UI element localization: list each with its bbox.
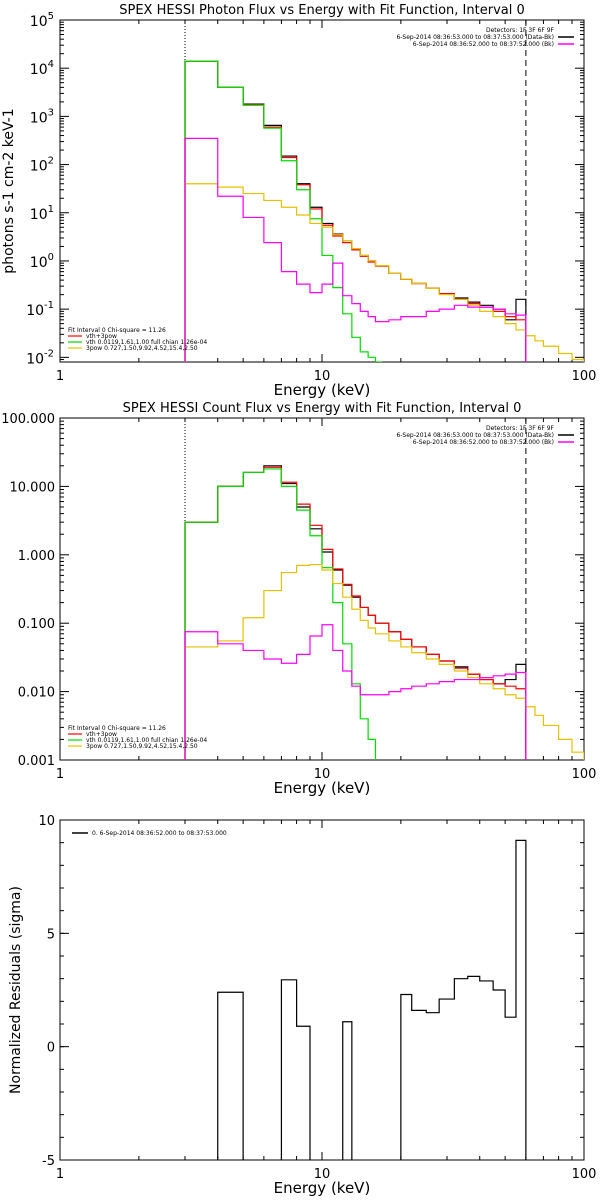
- series-line-3: [184, 563, 584, 760]
- y-tick-exponent: -1: [44, 300, 54, 311]
- y-tick-label: 10-2: [26, 348, 54, 367]
- legend-item: vth 0.0119,1.61,1.00 full chian 1.26e-04: [86, 737, 207, 744]
- legend-header: Detectors: 1F 3F 6F 9F: [486, 425, 555, 432]
- legend-item: vth 0.0119,1.61,1.00 full chian 1.26e-04: [86, 339, 207, 346]
- series-line-0: [184, 465, 527, 760]
- x-tick-label: 100: [572, 1167, 597, 1182]
- y-tick-exponent: 2: [48, 156, 54, 167]
- legend-item: 6-Sep-2014 08:36:52.000 to 08:37:52.000 …: [413, 439, 554, 446]
- y-tick-label: 0.010: [18, 686, 55, 701]
- legend-header: Fit Interval 0 Chi-square = 11.26: [68, 725, 166, 732]
- legend-item: 6-Sep-2014 08:36:53.000 to 08:37:53.000 …: [396, 432, 554, 439]
- x-tick-label: 1: [56, 369, 64, 384]
- y-tick-base: 10: [30, 207, 48, 223]
- y-tick-base: 10: [30, 255, 48, 271]
- series-line-4: [184, 624, 527, 760]
- legend-item: 3pow 0.727,1.50,9.92,4.52,15.4,2.50: [86, 743, 198, 750]
- y-tick-label: 10-1: [26, 300, 54, 319]
- y-tick-base: 10: [26, 303, 44, 319]
- y-tick-label: 103: [30, 107, 54, 126]
- y-tick-exponent: 4: [48, 59, 54, 70]
- x-tick-label: 10: [314, 767, 331, 782]
- legend-header: Detectors: 1F 3F 6F 9F: [486, 27, 555, 34]
- y-tick-exponent: -2: [44, 348, 54, 359]
- y-tick-label: 100.000: [1, 412, 55, 427]
- x-axis-label: Energy (keV): [274, 1179, 371, 1197]
- x-tick-label: 1: [56, 1167, 64, 1182]
- series-group: [184, 465, 584, 760]
- series-line-2: [184, 60, 383, 362]
- series-line-2: [184, 468, 383, 760]
- y-tick-label: 0: [47, 1041, 55, 1056]
- y-tick-base: 10: [30, 159, 48, 175]
- chart-title: SPEX HESSI Photon Flux vs Energy with Fi…: [119, 3, 525, 18]
- series-line-0: [184, 839, 527, 1160]
- y-tick-label: 10.000: [10, 480, 56, 495]
- y-tick-base: 10: [26, 351, 44, 367]
- y-tick-label: 0.100: [18, 617, 55, 632]
- series-group: [184, 60, 584, 362]
- y-tick-label: 102: [30, 156, 54, 175]
- y-tick-exponent: 3: [48, 107, 54, 118]
- x-tick-label: 100: [572, 369, 597, 384]
- x-axis-label: Energy (keV): [274, 381, 371, 399]
- y-tick-base: 10: [30, 62, 48, 78]
- y-tick-label: 5: [47, 927, 55, 942]
- chart-1: 1 10 100 0.001 0.010 0.100 1.000 10.000 100.000 S…: [1, 401, 596, 797]
- y-tick-label: 1.000: [18, 549, 55, 564]
- y-tick-label: 100: [30, 252, 54, 271]
- y-tick-label: -5: [42, 1154, 55, 1169]
- series-group: [184, 839, 527, 1160]
- plot-frame: [59, 417, 585, 761]
- series-line-1: [184, 60, 527, 362]
- y-tick-base: 10: [30, 14, 48, 30]
- legend-item: 6-Sep-2014 08:36:53.000 to 08:37:53.000 …: [396, 34, 554, 41]
- chart-title: SPEX HESSI Count Flux vs Energy with Fit…: [123, 401, 522, 416]
- y-tick-exponent: 0: [48, 252, 54, 263]
- y-tick-base: 10: [30, 110, 48, 126]
- series-line-1: [184, 466, 527, 760]
- series-line-4: [184, 137, 527, 362]
- legend-item: 3pow 0.727,1.50,9.92,4.52,15.4,2.50: [86, 345, 198, 352]
- x-tick-label: 10: [314, 1167, 331, 1182]
- y-tick-label: 105: [30, 11, 54, 30]
- legend-item: vth+3pow: [86, 731, 117, 738]
- legend-item: 0. 6-Sep-2014 08:36:52.000 to 08:37:53.0…: [92, 830, 227, 837]
- y-axis-label: photons s-1 cm-2 keV-1: [1, 108, 17, 273]
- y-tick-exponent: 1: [48, 204, 54, 215]
- x-tick-label: 100: [572, 767, 597, 782]
- x-tick-label: 10: [314, 369, 331, 384]
- legend-item: 6-Sep-2014 08:36:52.000 to 08:37:52.000 …: [413, 41, 554, 48]
- y-tick-label: 104: [30, 59, 54, 78]
- x-tick-label: 1: [56, 767, 64, 782]
- y-tick-label: 0.001: [18, 754, 55, 769]
- y-tick-label: 10: [38, 814, 55, 829]
- series-line-3: [184, 183, 584, 362]
- legend-item: vth+3pow: [86, 333, 117, 340]
- x-axis-label: Energy (keV): [274, 779, 371, 797]
- y-tick-exponent: 5: [48, 11, 54, 22]
- series-line-0: [184, 60, 527, 362]
- legend-header: Fit Interval 0 Chi-square = 11.26: [68, 327, 166, 334]
- y-axis-label: Normalized Residuals (sigma): [8, 886, 24, 1094]
- y-tick-label: 101: [30, 204, 54, 223]
